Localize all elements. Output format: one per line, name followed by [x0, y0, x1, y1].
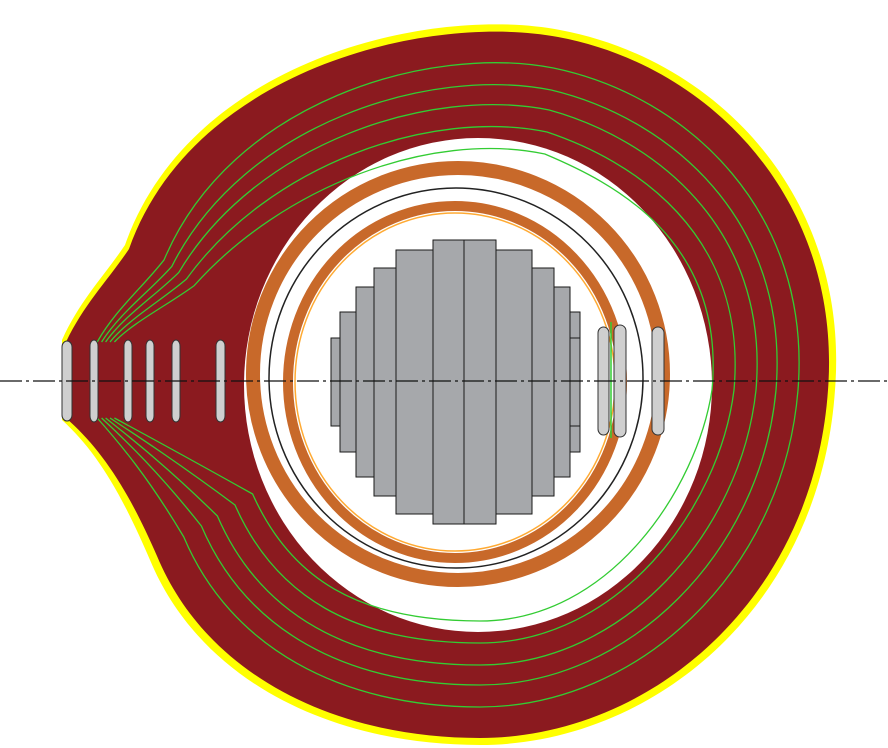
winding-layer-lines	[96, 62, 800, 708]
winding-layer-line	[113, 147, 714, 622]
winding-layer-line	[96, 62, 800, 708]
core-step	[355, 286, 375, 478]
core-step	[553, 286, 571, 478]
winding-layer-line	[105, 104, 758, 666]
core-step	[531, 267, 555, 497]
core-step	[495, 249, 533, 515]
core-step	[432, 239, 465, 525]
core-step	[569, 337, 581, 427]
core-step	[330, 337, 341, 427]
radial-spacers	[61, 322, 665, 438]
winding-layer-line	[109, 125, 736, 644]
core-step	[463, 239, 497, 525]
winding-layer-line	[101, 84, 778, 686]
core-step	[339, 311, 357, 453]
core-step	[395, 249, 434, 515]
middle-cylinder-edge-line	[268, 187, 644, 569]
core-stepped-section	[330, 239, 581, 525]
core-step	[373, 267, 397, 497]
